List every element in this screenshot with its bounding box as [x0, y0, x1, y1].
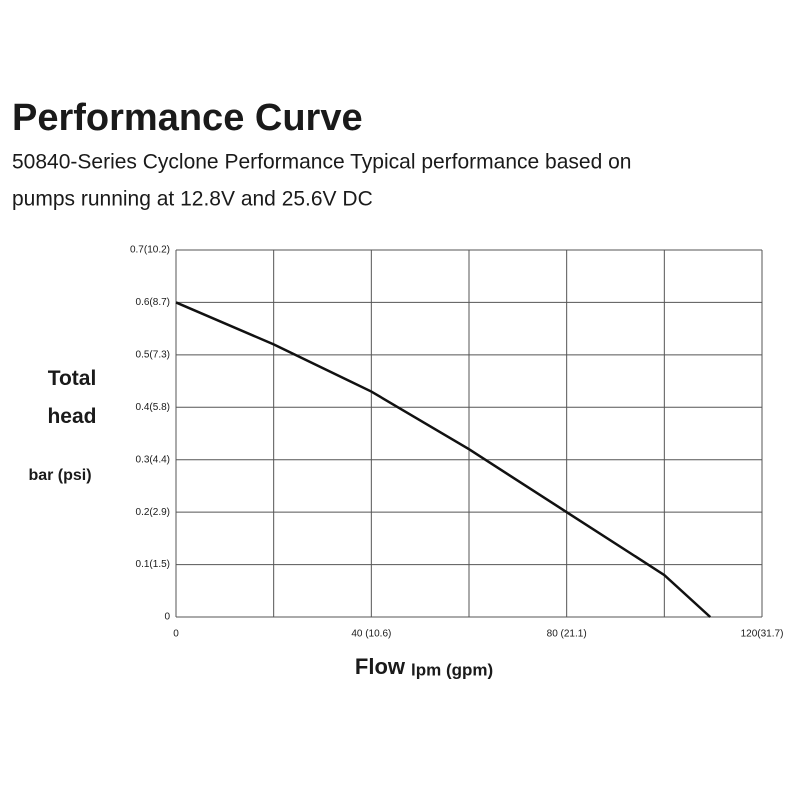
- y-tick-label: 0.5(7.3): [136, 349, 170, 360]
- y-axis-unit: bar (psi): [28, 467, 91, 484]
- x-tick-label: 80 (21.1): [547, 629, 587, 640]
- x-axis-unit: lpm (gpm): [411, 660, 493, 679]
- x-tick-label: 120(31.7): [741, 629, 784, 640]
- x-axis-label: Flow: [355, 654, 406, 679]
- x-tick-label: 40 (10.6): [351, 629, 391, 640]
- y-tick-label: 0.7(10.2): [130, 245, 170, 256]
- x-tick-label: 0: [173, 629, 179, 640]
- performance-curve: [175, 301, 712, 618]
- chart-title: Performance Curve: [12, 97, 363, 139]
- subtitle-line: pumps running at 12.8V and 25.6V DC: [12, 188, 373, 211]
- y-tick-label: 0.4(5.8): [136, 402, 170, 413]
- y-axis-label: Total head: [47, 367, 96, 428]
- y-tick-label: 0.3(4.4): [136, 454, 170, 465]
- subtitle-line: 50840-Series Cyclone Performance Typical…: [12, 151, 631, 174]
- y-tick-label: 0.2(2.9): [136, 507, 170, 518]
- y-tick-label: 0.6(8.7): [136, 297, 170, 308]
- y-tick-label: 0: [164, 612, 170, 623]
- y-tick-label: 0.1(1.5): [136, 559, 170, 570]
